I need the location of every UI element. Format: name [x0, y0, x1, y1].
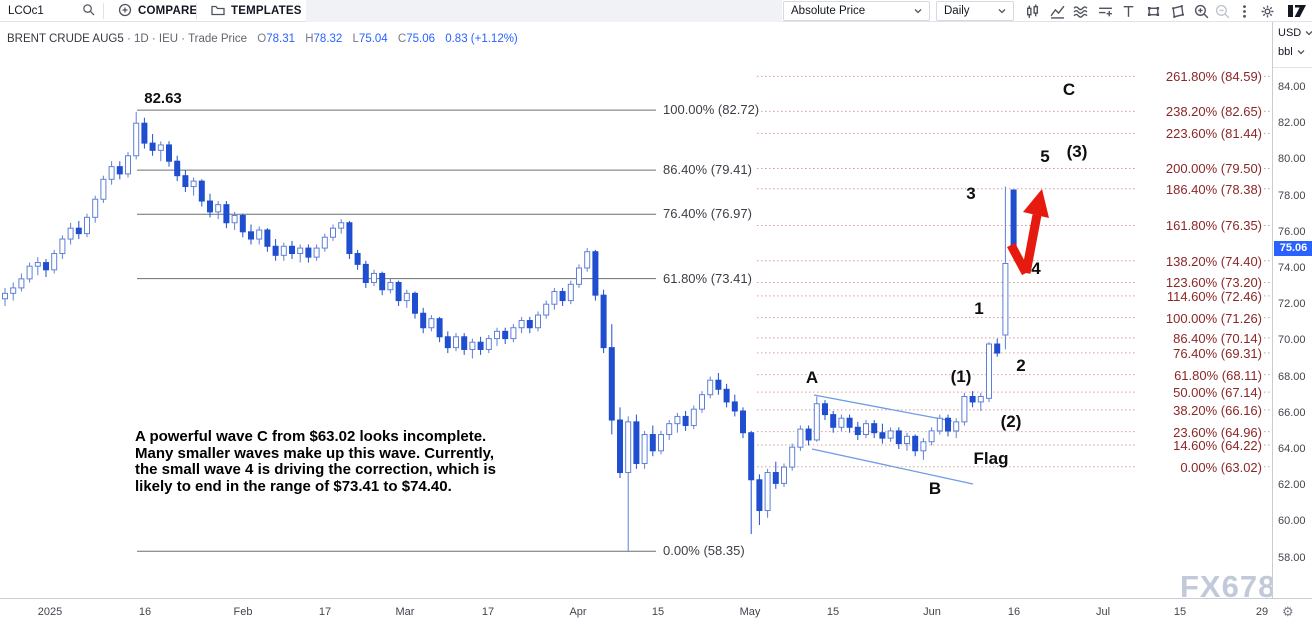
price-axis[interactable]: USD bbl 84.00 82.00 80.00 78.00 76.00 74.00 72…: [1272, 22, 1312, 598]
time-tick: 2025: [37, 606, 63, 618]
top-toolbar: LCOc1 COMPARE TEMPLATES Absolute Price D…: [0, 0, 1312, 22]
polygon-tool-icon[interactable]: [1165, 1, 1189, 21]
price-tick: 66.00: [1278, 406, 1306, 419]
time-tick: 16: [138, 606, 152, 618]
time-tick: 29: [1255, 606, 1269, 618]
price-tick: 76.00: [1278, 225, 1306, 238]
settings-gear-icon[interactable]: [1255, 1, 1279, 21]
price-tick: 62.00: [1278, 479, 1306, 492]
time-axis[interactable]: 2025 16 Feb 17 Mar 17 Apr 15 May 15 Jun 16 Jul 15 29 ⚙: [0, 598, 1312, 624]
interval-value: Daily: [944, 5, 970, 17]
annotation-line: A powerful wave C from $63.02 looks inco…: [135, 428, 487, 445]
time-tick: Feb: [233, 606, 253, 618]
price-tick: 64.00: [1278, 443, 1306, 455]
high-label: H: [305, 33, 314, 45]
time-tick: 15: [826, 606, 840, 618]
symbol-info-line[interactable]: BRENT CRUDE AUG5 · 1D · IEU · Trade Pric…: [7, 33, 518, 45]
price-mode-value: Absolute Price: [791, 5, 866, 17]
time-tick: May: [739, 606, 761, 618]
price-mode-select[interactable]: Absolute Price: [783, 1, 930, 21]
rectangle-tool-icon[interactable]: [1141, 1, 1165, 21]
symbol-title: BRENT CRUDE AUG5: [7, 33, 124, 45]
timezone-gear-icon[interactable]: ⚙: [1282, 604, 1294, 619]
close-label: C: [397, 33, 407, 45]
last-price-badge: 75.06: [1274, 241, 1312, 257]
price-tick: 80.00: [1278, 153, 1306, 166]
time-tick: Apr: [569, 606, 587, 618]
open-label: O: [257, 33, 267, 45]
unit-select[interactable]: bbl: [1278, 46, 1305, 58]
zoom-in-icon[interactable]: [1189, 1, 1213, 21]
unit-cell: USD bbl: [1273, 22, 1312, 68]
time-tick: 17: [318, 606, 332, 618]
tradingview-logo[interactable]: [1284, 1, 1310, 21]
symbol-search-box[interactable]: LCOc1: [0, 0, 103, 22]
zoom-out-icon[interactable]: [1210, 1, 1234, 21]
change-value: 0.83 (+1.12%): [445, 33, 518, 45]
price-tick: 68.00: [1278, 370, 1306, 383]
time-tick: 16: [1007, 606, 1021, 618]
compare-label: COMPARE: [138, 5, 198, 17]
compare-icon: [118, 3, 132, 20]
close-value: 75.06: [406, 33, 435, 45]
chevron-down-icon: [1305, 31, 1312, 36]
search-icon: [82, 3, 95, 19]
low-value: 75.04: [358, 33, 388, 45]
time-tick: 15: [651, 606, 665, 618]
price-tick: 72.00: [1278, 298, 1306, 311]
chevron-down-icon: [998, 9, 1006, 14]
currency-select[interactable]: USD: [1278, 27, 1312, 39]
price-tick: 58.00: [1278, 551, 1306, 564]
templates-button[interactable]: TEMPLATES: [203, 0, 310, 22]
toolbar-spacer: [306, 0, 782, 22]
price-tick: 84.00: [1278, 81, 1306, 93]
indicators-icon[interactable]: [1045, 1, 1069, 21]
unit-label: bbl: [1278, 46, 1293, 58]
price-tick: 82.00: [1278, 117, 1306, 130]
text-tool-icon[interactable]: [1116, 1, 1140, 21]
currency-label: USD: [1278, 27, 1302, 39]
templates-label: TEMPLATES: [231, 5, 302, 17]
low-label: L: [352, 33, 359, 45]
panes-icon[interactable]: [1093, 1, 1117, 21]
interval-select[interactable]: Daily: [936, 1, 1014, 21]
symbol-search-value: LCOc1: [8, 5, 44, 17]
price-tick: 60.00: [1278, 515, 1306, 528]
time-tick: Mar: [395, 606, 415, 618]
time-tick: Jun: [923, 606, 941, 618]
annotation-line: the small wave 4 is driving the correcti…: [135, 461, 496, 478]
analysis-annotation: A powerful wave C from $63.02 looks inco…: [135, 428, 580, 495]
price-tick: 70.00: [1278, 334, 1306, 347]
open-value: 78.31: [266, 33, 296, 45]
time-tick: 17: [481, 606, 495, 618]
candlestick-style-icon[interactable]: [1020, 1, 1044, 21]
price-tick: 74.00: [1278, 262, 1306, 274]
more-options-icon[interactable]: [1232, 1, 1256, 21]
time-tick: 15: [1173, 606, 1187, 618]
annotation-line: Many smaller waves make up this wave. Cu…: [135, 444, 495, 462]
symbol-meta: · 1D · IEU · Trade Price: [126, 33, 248, 45]
compare-waves-icon[interactable]: [1068, 1, 1092, 21]
chevron-down-icon: [914, 9, 922, 14]
price-tick: 78.00: [1278, 189, 1306, 202]
time-tick: Jul: [1095, 606, 1111, 618]
annotation-line: likely to end in the range of $73.41 to …: [135, 477, 452, 495]
high-value: 78.32: [313, 33, 343, 45]
folder-icon: [211, 3, 225, 20]
chevron-down-icon: [1297, 50, 1305, 55]
compare-button[interactable]: COMPARE: [110, 0, 205, 22]
